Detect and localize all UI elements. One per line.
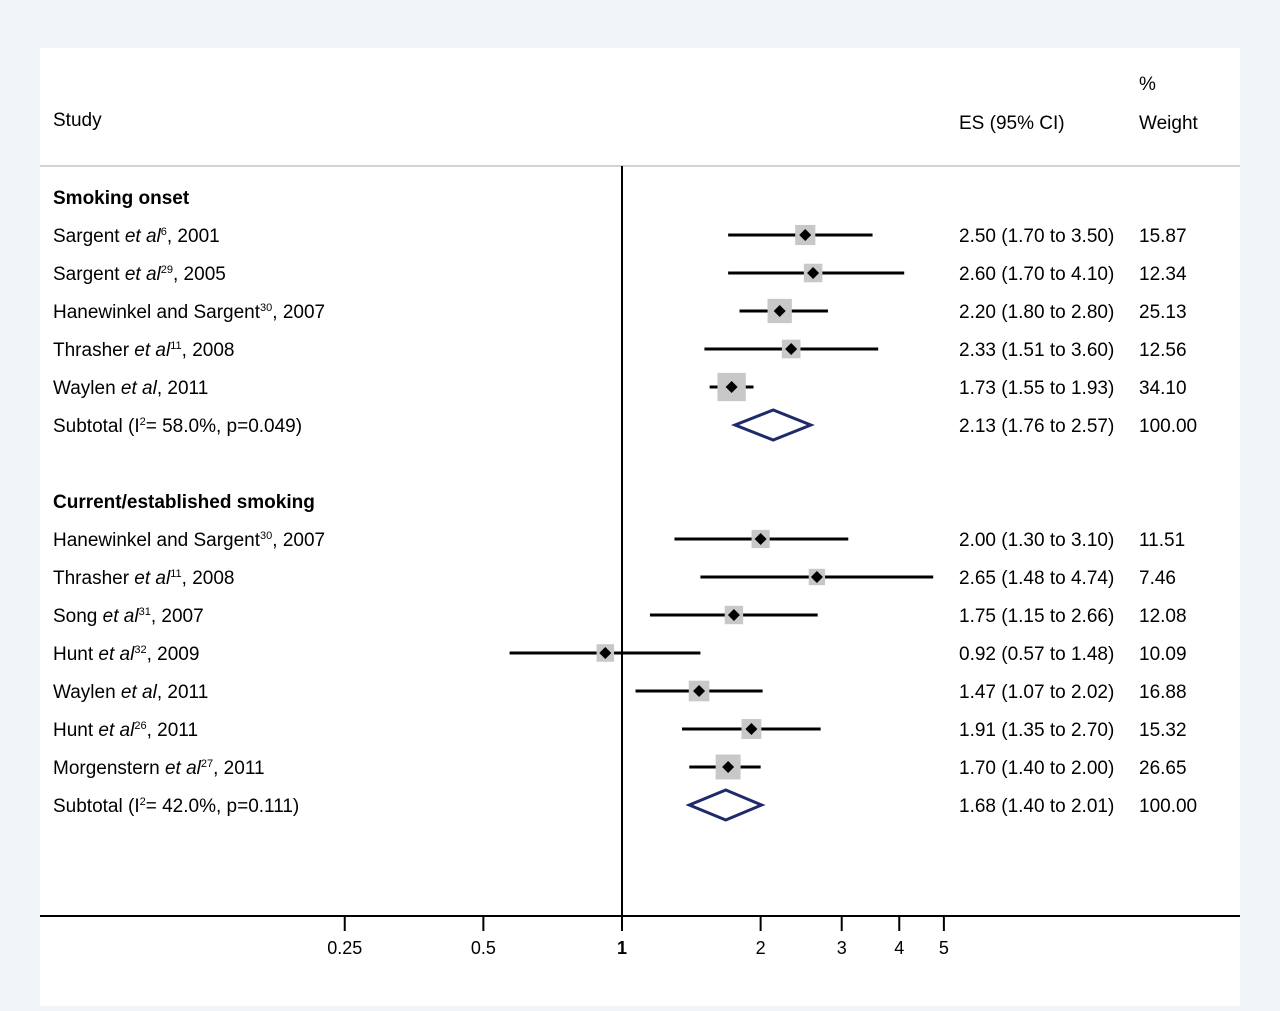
point-estimate	[799, 229, 812, 241]
es-ci-value: 2.65 (1.48 to 4.74)	[959, 568, 1114, 589]
point-estimate	[745, 723, 758, 735]
es-column-header: ES (95% CI)	[959, 113, 1065, 134]
x-tick-label: 0.5	[471, 938, 496, 958]
weight-value: 12.34	[1139, 264, 1187, 285]
es-ci-value: 1.70 (1.40 to 2.00)	[959, 758, 1114, 779]
weight-value: 34.10	[1139, 378, 1187, 399]
plot-panel	[40, 48, 1240, 1006]
group-title: Smoking onset	[53, 188, 190, 209]
weight-value: 15.87	[1139, 226, 1187, 247]
weight-value: 100.00	[1139, 796, 1197, 817]
study-label: Sargent et al29, 2005	[53, 264, 226, 285]
es-ci-value: 1.47 (1.07 to 2.02)	[959, 682, 1114, 703]
study-rows: Smoking onset Sargent et al6, 2001 2.50 (1…	[53, 188, 1197, 822]
point-estimate	[754, 533, 767, 545]
weight-column-header: Weight	[1139, 113, 1199, 134]
weight-value: 7.46	[1139, 568, 1176, 589]
weight-value: 25.13	[1139, 302, 1187, 323]
x-axis: 0.25 0.5 1 2 3 4 5	[327, 916, 949, 958]
weight-value: 16.88	[1139, 682, 1187, 703]
es-ci-value: 2.00 (1.30 to 3.10)	[959, 530, 1114, 551]
es-ci-value: 1.73 (1.55 to 1.93)	[959, 378, 1114, 399]
study-label: Hunt et al26, 2011	[53, 720, 198, 741]
point-estimate	[727, 609, 740, 621]
weight-value: 15.32	[1139, 720, 1187, 741]
point-estimate	[722, 761, 735, 773]
weight-value: 11.51	[1139, 530, 1185, 551]
group-title: Current/established smoking	[53, 492, 315, 513]
es-ci-value: 1.68 (1.40 to 2.01)	[959, 796, 1114, 817]
point-estimate	[693, 685, 706, 697]
point-estimate	[773, 305, 786, 317]
study-label: Sargent et al6, 2001	[53, 226, 220, 247]
weight-value: 100.00	[1139, 416, 1197, 437]
es-ci-value: 2.60 (1.70 to 4.10)	[959, 264, 1114, 285]
weight-value: 12.08	[1139, 606, 1187, 627]
study-label: Song et al31, 2007	[53, 606, 204, 627]
x-tick-label: 4	[894, 938, 904, 958]
study-label: Waylen et al, 2011	[53, 378, 208, 399]
point-estimate	[807, 267, 820, 279]
study-label: Hanewinkel and Sargent30, 2007	[53, 302, 325, 323]
es-ci-value: 2.50 (1.70 to 3.50)	[959, 226, 1114, 247]
weight-value: 26.65	[1139, 758, 1187, 779]
es-ci-value: 0.92 (0.57 to 1.48)	[959, 644, 1114, 665]
study-label: Morgenstern et al27, 2011	[53, 758, 265, 779]
subtotal-label: Subtotal (I2= 58.0%, p=0.049)	[53, 416, 302, 437]
study-column-header: Study	[53, 110, 102, 131]
study-label: Hanewinkel and Sargent30, 2007	[53, 530, 325, 551]
point-estimate	[785, 343, 798, 355]
x-tick-label: 1	[617, 938, 627, 958]
es-ci-value: 2.33 (1.51 to 3.60)	[959, 340, 1114, 361]
study-label: Hunt et al32, 2009	[53, 644, 199, 665]
es-ci-value: 1.91 (1.35 to 2.70)	[959, 720, 1114, 741]
es-ci-value: 2.13 (1.76 to 2.57)	[959, 416, 1114, 437]
es-ci-value: 2.20 (1.80 to 2.80)	[959, 302, 1114, 323]
point-estimate	[810, 571, 823, 583]
x-tick-label: 0.25	[327, 938, 362, 958]
es-ci-value: 1.75 (1.15 to 2.66)	[959, 606, 1114, 627]
study-label: Thrasher et al11, 2008	[53, 340, 234, 361]
x-tick-label: 3	[837, 938, 847, 958]
point-estimate	[599, 647, 612, 659]
study-label: Thrasher et al11, 2008	[53, 568, 234, 589]
point-estimate	[725, 381, 738, 393]
subtotal-label: Subtotal (I2= 42.0%, p=0.111)	[53, 796, 299, 817]
subtotal-diamond	[685, 788, 766, 822]
weight-header-percent: %	[1139, 74, 1156, 95]
weight-value: 10.09	[1139, 644, 1187, 665]
study-label: Waylen et al, 2011	[53, 682, 208, 703]
subtotal-diamond	[730, 408, 815, 442]
weight-value: 12.56	[1139, 340, 1187, 361]
x-tick-label: 5	[939, 938, 949, 958]
table-header: Study ES (95% CI) % Weight	[53, 74, 1199, 134]
x-tick-label: 2	[756, 938, 766, 958]
